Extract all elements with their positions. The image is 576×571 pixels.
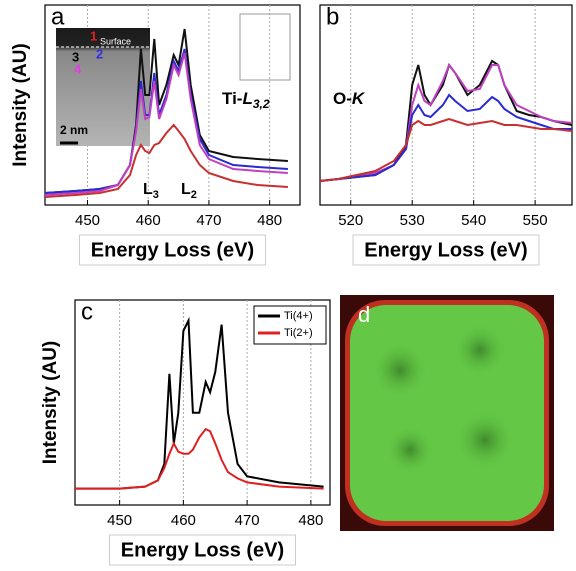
panel-d-image: d: [340, 295, 554, 531]
inset-point-label: 1: [90, 28, 97, 43]
annotation-sub: 2: [191, 189, 197, 201]
x-tick-label: 480: [298, 512, 323, 529]
annotation-text: L: [181, 181, 191, 198]
x-tick-label: 460: [136, 212, 161, 229]
annotation: Ti-L3,2: [222, 89, 270, 111]
legend-label: Ti(2+): [284, 327, 313, 339]
x-tick-label: 470: [235, 512, 260, 529]
scale-label: 2 nm: [60, 123, 88, 137]
annotation: L3: [143, 181, 159, 201]
annotation-text: Ti-: [222, 89, 242, 108]
x-axis-label: Energy Loss (eV): [91, 239, 254, 261]
panel-letter: d: [358, 302, 370, 327]
series-line: [319, 93, 572, 182]
y-axis-label: Intensity (AU): [40, 341, 61, 465]
plot-frame: [319, 4, 573, 206]
legend-box: [253, 305, 327, 345]
inset-image: [56, 28, 150, 146]
annotation-italic: K: [352, 89, 366, 108]
series-line: [75, 427, 324, 490]
inset-point-label: 4: [74, 61, 82, 76]
panel-letter: a: [51, 3, 65, 30]
x-tick-label: 450: [75, 212, 100, 229]
series-line: [44, 123, 288, 198]
annotation-text: O-: [333, 89, 352, 108]
x-tick-label: 470: [196, 212, 221, 229]
x-tick-label: 540: [461, 212, 486, 229]
x-tick-label: 550: [523, 212, 548, 229]
inset-point-label: 3: [72, 49, 79, 64]
series-line: [44, 52, 288, 196]
x-tick-label: 460: [171, 512, 196, 529]
xlabel-box: [352, 234, 540, 266]
x-axis-label: Energy Loss (eV): [364, 239, 527, 261]
x-tick-label: 450: [107, 512, 132, 529]
empty-box: [239, 13, 291, 81]
legend-label: Ti(4+): [284, 310, 313, 322]
inset-point-label: 2: [96, 46, 103, 61]
inset-label: Surface: [100, 36, 131, 46]
xlabel-box: [79, 234, 266, 266]
series-line: [319, 117, 573, 182]
x-tick-label: 530: [400, 212, 425, 229]
annotation: L2: [181, 181, 197, 201]
x-axis-label: Energy Loss (eV): [121, 539, 284, 561]
panel-letter: b: [326, 3, 339, 30]
annotation-sub: 3: [153, 189, 159, 201]
annotation-text: L: [143, 181, 153, 198]
annotation-sub: 3,2: [253, 97, 270, 111]
annotation-italic: L: [242, 89, 252, 108]
x-tick-label: 520: [338, 212, 363, 229]
xlabel-box: [109, 534, 296, 566]
panel-letter: c: [81, 298, 93, 325]
annotation: O-K: [333, 89, 366, 108]
y-axis-label: Intensity (AU): [10, 43, 31, 167]
x-tick-label: 480: [257, 212, 282, 229]
